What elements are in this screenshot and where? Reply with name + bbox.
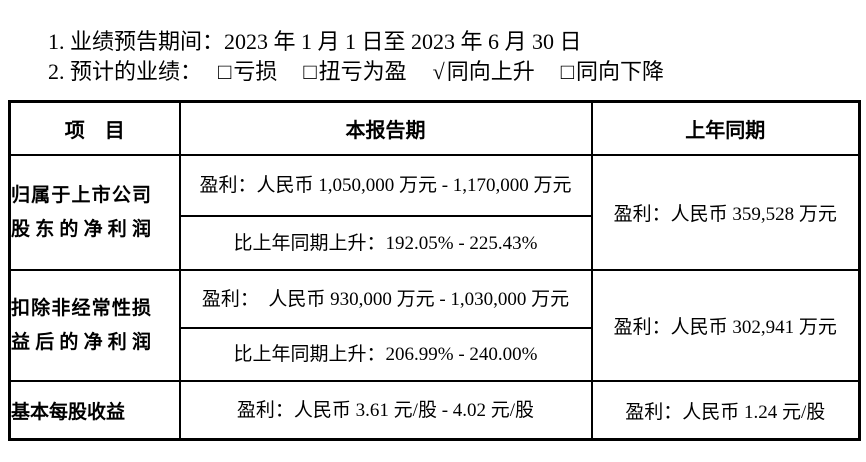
col-header-current-period: 本报告期 [178,100,593,156]
option-loss: □亏损 [218,58,277,86]
row-net-profit-after-deduction: 扣除非经常性损益后的净利润 盈利： 人民币 930,000 万元 - 1,030… [8,269,861,382]
checkbox-unchecked-icon: □ [303,59,317,84]
checkbox-unchecked-icon: □ [560,59,575,84]
table-header-row: 项 目 本报告期 上年同期 [8,100,861,156]
forecast-period-text: 1. 业绩预告期间：2023 年 1 月 1 日至 2023 年 6 月 30 … [48,29,582,54]
basic-eps-current-cell: 盈利：人民币 3.61 元/股 - 4.02 元/股 [178,380,593,441]
forecast-type-row: 2. 预计的业绩： □亏损 □扭亏为盈 √同向上升 □同向下降 [48,58,664,86]
option-up-label: 同向上升 [446,59,535,84]
deducted-profit-item-label-cell: 扣除非经常性损益后的净利润 [8,269,181,382]
net-profit-item-label-cell: 归属于上市公司股东的净利润 [8,154,181,271]
deducted-profit-item-label: 扣除非经常性损益后的净利润 [11,297,151,353]
deducted-profit-prior-cell: 盈利：人民币 302,941 万元 [590,269,861,382]
option-turnaround-to-profit: □扭亏为盈 [303,58,406,86]
deducted-profit-current-profit-cell: 盈利： 人民币 930,000 万元 - 1,030,000 万元 [178,269,593,329]
basic-eps-item-label: 基本每股收益 [8,380,181,441]
checkmark-icon: √ [432,59,445,84]
row-net-profit-change: 比上年同期上升：192.05% - 225.43% [10,215,860,271]
net-profit-prior-cell: 盈利：人民币 359,528 万元 [590,154,861,271]
forecast-type-label: 2. 预计的业绩： [48,59,203,84]
option-same-direction-down: □同向下降 [561,58,664,86]
net-profit-current-profit-cell: 盈利：人民币 1,050,000 万元 - 1,170,000 万元 [178,154,593,217]
option-turnaround-label: 扭亏为盈 [318,59,407,84]
row-basic-eps: 基本每股收益 盈利：人民币 3.61 元/股 - 4.02 元/股 盈利：人民币… [8,380,861,441]
option-down-label: 同向下降 [576,59,665,84]
forecast-table: 项 目 本报告期 上年同期 归属于上市公司股东的净利润 盈利：人民币 1,050… [8,100,861,441]
col-header-item: 项 目 [8,100,181,156]
option-same-direction-up: √同向上升 [433,58,535,86]
net-profit-item-label: 归属于上市公司股东的净利润 [11,184,151,240]
checkbox-unchecked-icon: □ [218,59,232,84]
col-header-prior-period: 上年同期 [590,100,861,156]
deducted-profit-change-cell: 比上年同期上升：206.99% - 240.00% [178,327,593,382]
basic-eps-prior-cell: 盈利：人民币 1.24 元/股 [590,380,861,441]
row-deducted-profit-change: 比上年同期上升：206.99% - 240.00% [10,327,860,382]
net-profit-change-cell: 比上年同期上升：192.05% - 225.43% [178,215,593,271]
row-net-profit-attributable: 归属于上市公司股东的净利润 盈利：人民币 1,050,000 万元 - 1,17… [8,154,861,271]
option-loss-label: 亏损 [233,59,278,84]
